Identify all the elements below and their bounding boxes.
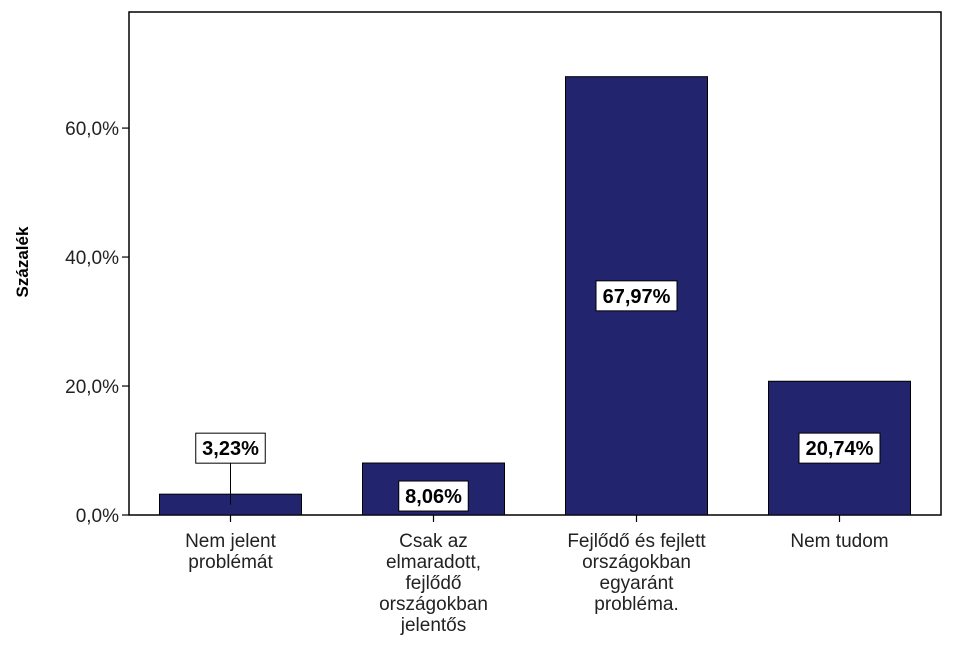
data-label: 67,97% — [603, 286, 671, 308]
y-axis: 0,0% 20,0% 40,0% 60,0% — [65, 119, 129, 527]
x-category-label-line: Csak az — [399, 531, 468, 552]
x-category-label-line: jelentős — [400, 615, 467, 636]
data-labels: 3,23% 8,06% 67,97% 20,74% — [195, 280, 881, 512]
data-label: 8,06% — [405, 486, 462, 508]
x-category-label: Nem jelent problémát — [185, 531, 277, 573]
y-tick-label: 20,0% — [65, 377, 119, 398]
x-category-label: Nem tudom — [790, 531, 888, 552]
x-category-label-line: Nem jelent — [185, 531, 277, 552]
y-axis-label: Százalék — [13, 226, 32, 297]
data-label-box — [798, 432, 881, 464]
data-label: 3,23% — [202, 438, 259, 460]
x-category-label-line: egyaránt — [600, 573, 675, 594]
data-label: 20,74% — [806, 438, 874, 460]
x-category-label-line: országokban — [582, 552, 691, 573]
plot-frame — [128, 11, 942, 516]
x-axis: Nem jelent problémát Csak az elmaradott, fej… — [185, 515, 889, 636]
x-category-label-line: probléma. — [594, 594, 679, 615]
data-label-box — [195, 432, 266, 464]
x-category-label-line: Nem tudom — [790, 531, 888, 552]
x-category-label-line: problémát — [188, 552, 273, 573]
data-label-box — [398, 480, 469, 512]
y-tick-label: 60,0% — [65, 119, 119, 140]
x-category-label-line: Fejlődő és fejlett — [567, 531, 706, 552]
x-category-label-line: országokban — [379, 594, 488, 615]
y-tick-label: 40,0% — [65, 248, 119, 269]
bars — [159, 76, 911, 516]
data-label-box — [595, 280, 678, 312]
x-category-label: Fejlődő és fejlett országokban egyaránt pro… — [567, 531, 706, 615]
x-category-label-line: elmaradott, — [386, 552, 481, 573]
x-category-label: Csak az elmaradott, fejlődő országokban jele… — [379, 531, 488, 636]
y-tick-label: 0,0% — [76, 506, 119, 527]
x-category-label-line: fejlődő — [406, 573, 462, 594]
